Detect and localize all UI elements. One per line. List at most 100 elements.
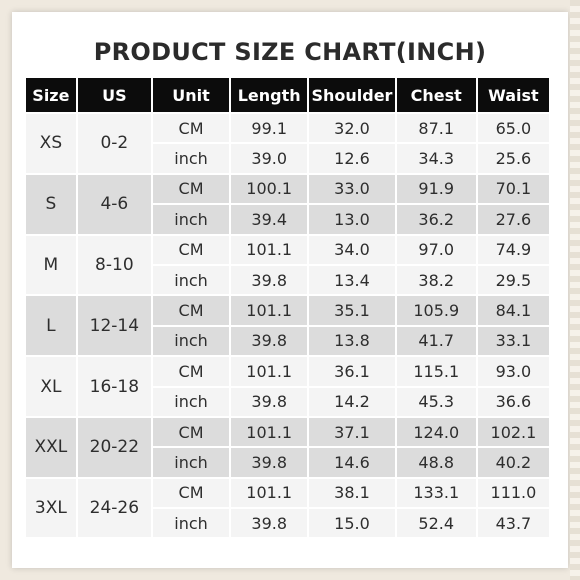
shoulder-cell: 32.0 xyxy=(307,111,397,145)
waist-cell: 102.1 xyxy=(475,415,552,449)
waist-cell: 29.5 xyxy=(475,263,552,297)
header-row: Size US Unit Length Shoulder Chest Waist xyxy=(24,76,552,114)
table-row: inch 39.8 15.0 52.4 43.7 xyxy=(25,507,552,540)
table-row: inch 39.8 13.8 41.7 33.1 xyxy=(25,324,552,358)
chest-cell: 34.3 xyxy=(394,142,478,175)
waist-cell: 84.1 xyxy=(475,294,552,327)
length-cell: 101.1 xyxy=(229,415,310,449)
table-row: L 12-14 CM 101.1 35.1 105.9 84.1 xyxy=(24,294,552,358)
length-cell: 101.1 xyxy=(229,294,310,327)
length-cell: 101.1 xyxy=(229,355,310,388)
waist-cell: 65.0 xyxy=(475,111,552,145)
us-size-cell: 24-26 xyxy=(75,476,153,540)
chest-cell: 48.8 xyxy=(394,446,478,479)
table-row: 3XL 24-26 CM 101.1 38.1 133.1 111.0 xyxy=(24,476,552,540)
waist-cell: 74.9 xyxy=(475,233,552,266)
page-edge-decoration xyxy=(570,0,580,580)
table-row: inch 39.8 13.4 38.2 29.5 xyxy=(25,263,552,297)
shoulder-cell: 13.8 xyxy=(307,324,397,358)
length-cell: 100.1 xyxy=(229,172,310,206)
shoulder-cell: 13.0 xyxy=(307,203,397,236)
size-cell: XXL xyxy=(24,415,78,479)
length-cell: 39.0 xyxy=(229,142,310,175)
chest-cell: 91.9 xyxy=(394,172,478,206)
waist-cell: 111.0 xyxy=(475,476,552,510)
chest-cell: 115.1 xyxy=(394,355,478,388)
table-row: inch 39.8 14.2 45.3 36.6 xyxy=(25,385,552,418)
size-cell: S xyxy=(24,172,78,236)
unit-cell: CM xyxy=(150,172,232,206)
unit-cell: inch xyxy=(150,385,232,418)
shoulder-cell: 36.1 xyxy=(307,355,397,388)
length-cell: 39.8 xyxy=(229,385,310,418)
header-unit: Unit xyxy=(150,76,232,114)
table-row: inch 39.0 12.6 34.3 25.6 xyxy=(25,142,552,175)
us-size-cell: 20-22 xyxy=(75,415,153,479)
us-size-cell: 8-10 xyxy=(75,233,153,297)
table-row: M 8-10 CM 101.1 34.0 97.0 74.9 xyxy=(24,233,552,297)
us-size-cell: 4-6 xyxy=(75,172,153,236)
unit-cell: inch xyxy=(150,507,232,540)
unit-cell: CM xyxy=(150,415,232,449)
shoulder-cell: 13.4 xyxy=(307,263,397,297)
chest-cell: 105.9 xyxy=(394,294,478,327)
size-cell: XS xyxy=(24,112,78,175)
shoulder-cell: 35.1 xyxy=(307,294,397,327)
header-size: Size xyxy=(24,76,78,114)
header-shoulder: Shoulder xyxy=(307,76,397,114)
table-row: XXL 20-22 CM 101.1 37.1 124.0 102.1 xyxy=(24,415,552,479)
shoulder-cell: 38.1 xyxy=(307,476,397,510)
shoulder-cell: 14.6 xyxy=(307,446,397,479)
header-length: Length xyxy=(229,76,310,114)
chest-cell: 133.1 xyxy=(394,476,478,510)
length-cell: 39.8 xyxy=(229,324,310,358)
table-row: S 4-6 CM 100.1 33.0 91.9 70.1 xyxy=(24,172,552,236)
table-body: XS 0-2 CM 99.1 32.0 87.1 65.0 inch 39.0 12.6 34.3 2… xyxy=(24,111,552,540)
shoulder-cell: 15.0 xyxy=(307,507,397,540)
shoulder-cell: 33.0 xyxy=(307,172,397,206)
unit-cell: inch xyxy=(150,142,232,175)
us-size-cell: 16-18 xyxy=(75,355,153,418)
waist-cell: 93.0 xyxy=(475,355,552,388)
chest-cell: 124.0 xyxy=(394,415,478,449)
header-chest: Chest xyxy=(394,76,478,114)
length-cell: 39.8 xyxy=(229,507,310,540)
chest-cell: 36.2 xyxy=(394,203,478,236)
table-row: inch 39.4 13.0 36.2 27.6 xyxy=(25,203,552,236)
unit-cell: inch xyxy=(150,446,232,479)
chest-cell: 45.3 xyxy=(394,385,478,418)
table-row: inch 39.8 14.6 48.8 40.2 xyxy=(25,446,552,479)
size-cell: XL xyxy=(24,355,78,418)
chest-cell: 52.4 xyxy=(394,507,478,540)
unit-cell: CM xyxy=(150,355,232,388)
shoulder-cell: 37.1 xyxy=(307,415,397,449)
length-cell: 39.8 xyxy=(229,446,310,479)
size-cell: M xyxy=(24,233,78,297)
shoulder-cell: 14.2 xyxy=(307,385,397,418)
size-cell: L xyxy=(24,294,78,358)
us-size-cell: 12-14 xyxy=(75,294,153,358)
table-row: XS 0-2 CM 99.1 32.0 87.1 65.0 xyxy=(24,111,552,175)
unit-cell: inch xyxy=(150,324,232,358)
chest-cell: 38.2 xyxy=(394,263,478,297)
chest-cell: 97.0 xyxy=(394,233,478,266)
length-cell: 101.1 xyxy=(229,476,310,510)
waist-cell: 40.2 xyxy=(475,446,552,479)
chart-title: PRODUCT SIZE CHART(INCH) xyxy=(93,38,487,66)
size-table: Size US Unit Length Shoulder Chest Waist XS 0-2… xyxy=(24,76,552,540)
header-waist: Waist xyxy=(475,76,552,114)
waist-cell: 25.6 xyxy=(475,142,552,175)
waist-cell: 33.1 xyxy=(475,324,552,358)
waist-cell: 27.6 xyxy=(475,203,552,236)
header-us: US xyxy=(75,76,153,114)
shoulder-cell: 12.6 xyxy=(307,142,397,175)
waist-cell: 70.1 xyxy=(475,172,552,206)
unit-cell: CM xyxy=(150,111,232,145)
size-cell: 3XL xyxy=(24,476,78,540)
chest-cell: 41.7 xyxy=(394,324,478,358)
unit-cell: inch xyxy=(150,203,232,236)
unit-cell: inch xyxy=(150,263,232,297)
chest-cell: 87.1 xyxy=(394,111,478,145)
us-size-cell: 0-2 xyxy=(75,112,153,175)
waist-cell: 36.6 xyxy=(475,385,552,418)
